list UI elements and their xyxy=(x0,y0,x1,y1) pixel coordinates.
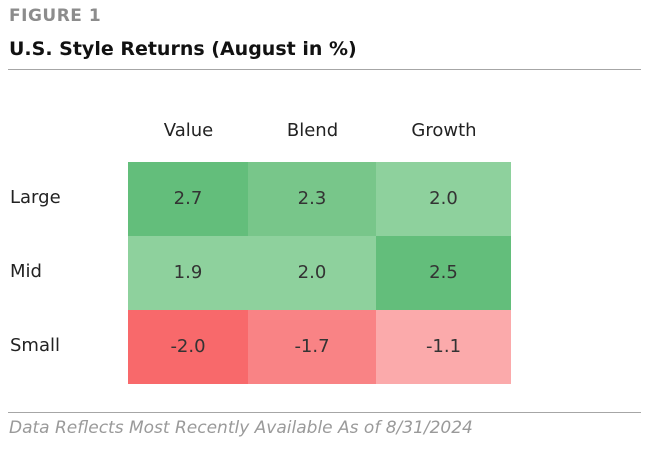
bottom-divider xyxy=(8,412,641,413)
heatmap-cell-small-growth: -1.1 xyxy=(376,310,511,384)
heatmap-cell-large-value: 2.7 xyxy=(128,162,249,237)
column-header-value: Value xyxy=(163,120,214,141)
heatmap-cell-large-blend: 2.3 xyxy=(248,162,377,237)
chart-title: U.S. Style Returns (August in %) xyxy=(9,38,357,60)
heatmap-cell-small-value: -2.0 xyxy=(128,310,249,384)
column-header-blend: Blend xyxy=(286,120,339,141)
heatmap-cell-mid-value: 1.9 xyxy=(128,236,249,311)
heatmap-cell-mid-blend: 2.0 xyxy=(248,236,377,311)
heatmap-cell-mid-growth: 2.5 xyxy=(376,236,511,311)
footnote: Data Reflects Most Recently Available As… xyxy=(9,418,473,438)
row-header-large: Large xyxy=(10,187,61,208)
row-header-small: Small xyxy=(10,335,60,356)
figure-label: FIGURE 1 xyxy=(9,6,102,26)
column-header-growth: Growth xyxy=(411,120,477,141)
heatmap-cell-large-growth: 2.0 xyxy=(376,162,511,237)
heatmap-grid: 2.7 2.3 2.0 1.9 2.0 2.5 -2.0 -1.7 -1.1 xyxy=(128,162,511,384)
heatmap-cell-small-blend: -1.7 xyxy=(248,310,377,384)
top-divider xyxy=(8,69,641,70)
row-header-mid: Mid xyxy=(10,261,42,282)
